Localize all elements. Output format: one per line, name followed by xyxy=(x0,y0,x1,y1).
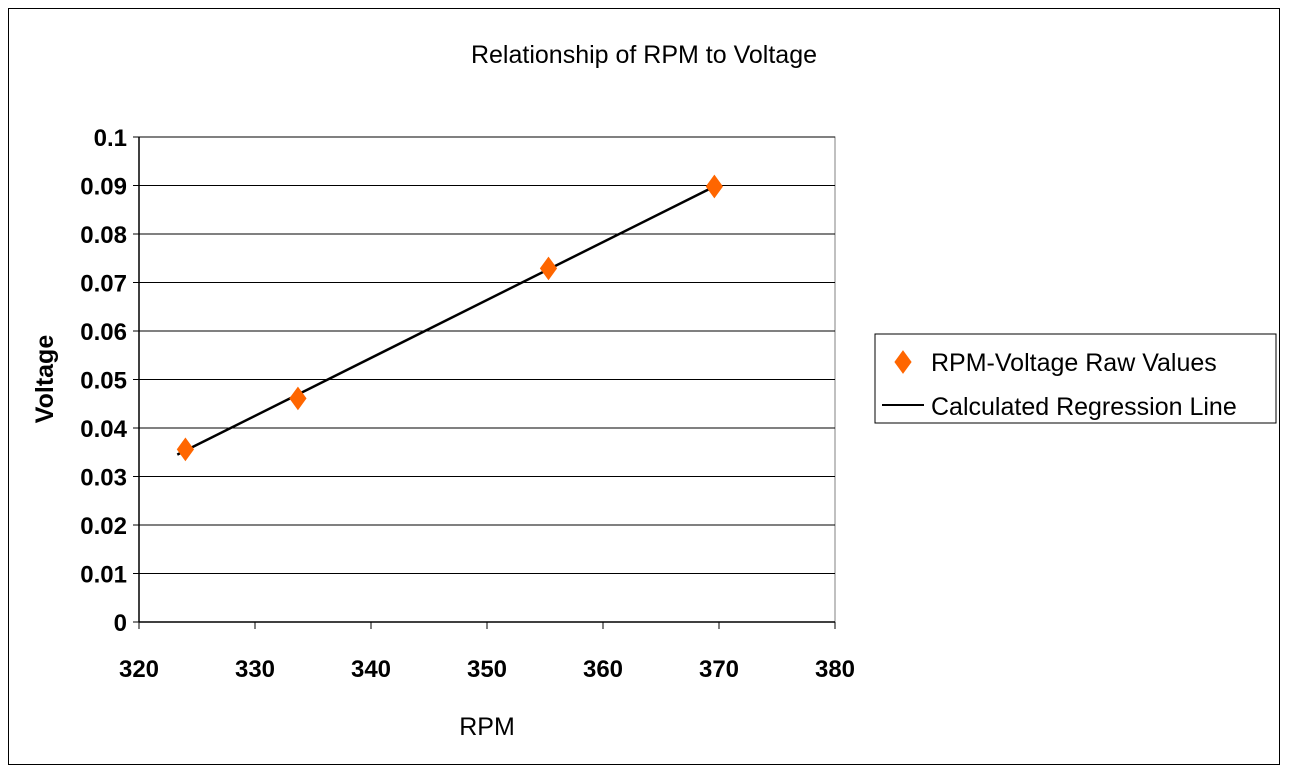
y-tick-label: 0.08 xyxy=(80,222,127,249)
data-point xyxy=(705,174,723,199)
y-tick-labels: 0 0.01 0.02 0.03 0.04 0.05 0.06 0.07 0.08 0.09 0.1 xyxy=(80,125,139,637)
chart: Relationship of RPM to Voltage 0 0.01 0.02… xyxy=(31,41,1277,741)
legend-label-raw-values: RPM-Voltage Raw Values xyxy=(931,349,1217,377)
x-tick-label: 380 xyxy=(815,656,855,683)
regression-line xyxy=(176,185,715,456)
chart-frame: Relationship of RPM to Voltage 0 0.01 0.02… xyxy=(8,8,1280,765)
legend-box xyxy=(874,333,1277,424)
x-tick-label: 370 xyxy=(699,656,739,683)
x-tick-labels: 320 330 340 350 360 370 380 xyxy=(119,622,855,683)
legend-marker-diamond xyxy=(894,350,912,374)
x-axis-label: RPM xyxy=(459,713,515,741)
x-tick-label: 330 xyxy=(235,656,275,683)
chart-title: Relationship of RPM to Voltage xyxy=(471,41,817,69)
y-tick-label: 0.09 xyxy=(80,174,127,201)
data-point xyxy=(289,386,307,411)
legend-label-regression-line: Calculated Regression Line xyxy=(931,393,1237,421)
y-tick-label: 0.01 xyxy=(80,562,127,589)
y-tick-label: 0.02 xyxy=(80,513,127,540)
y-tick-label: 0.06 xyxy=(80,319,127,346)
y-tick-label: 0 xyxy=(114,610,127,637)
y-tick-label: 0.04 xyxy=(80,416,127,443)
data-point xyxy=(176,437,195,462)
y-tick-label: 0.1 xyxy=(94,125,127,152)
y-axis-label: Voltage xyxy=(31,335,59,424)
data-point xyxy=(539,256,558,281)
series xyxy=(176,174,723,462)
x-tick-label: 340 xyxy=(351,656,391,683)
y-tick-label: 0.05 xyxy=(80,368,127,395)
y-tick-label: 0.03 xyxy=(80,465,127,492)
x-tick-label: 320 xyxy=(119,656,159,683)
x-tick-label: 350 xyxy=(467,656,507,683)
legend: RPM-Voltage Raw Values Calculated Regres… xyxy=(874,333,1277,424)
x-tick-label: 360 xyxy=(583,656,623,683)
y-tick-label: 0.07 xyxy=(80,271,127,298)
gridlines xyxy=(139,136,835,574)
